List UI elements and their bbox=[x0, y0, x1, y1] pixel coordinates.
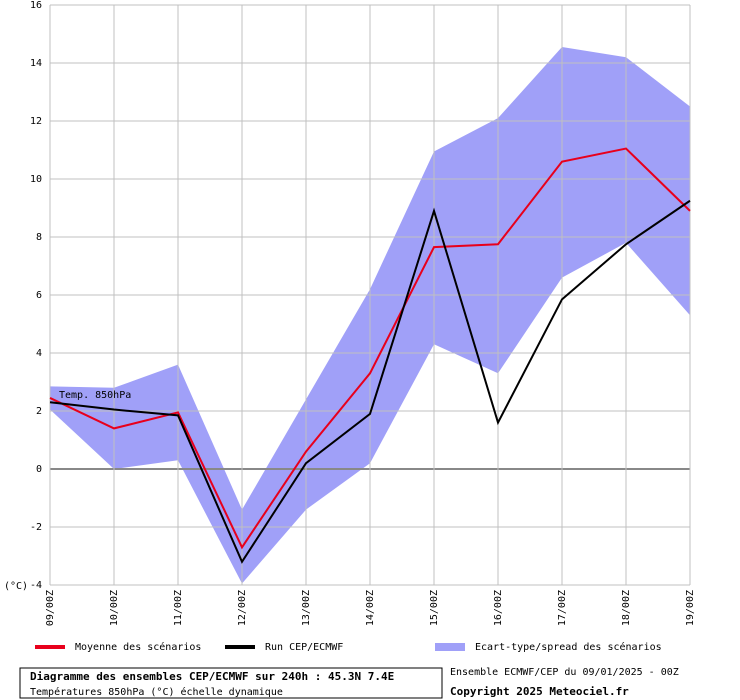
y-axis-label: (°C) bbox=[4, 581, 28, 592]
y-tick-label: 4 bbox=[36, 348, 42, 359]
x-tick-label: 10/00Z bbox=[109, 590, 120, 626]
annotation: Temp. 850hPa bbox=[59, 390, 131, 401]
y-tick-label: -2 bbox=[30, 522, 42, 533]
x-tick-label: 12/00Z bbox=[237, 590, 248, 626]
x-tick-label: 09/00Z bbox=[45, 590, 56, 626]
series-line bbox=[49, 199, 691, 564]
legend-label: Ecart-type/spread des scénarios bbox=[475, 641, 662, 653]
y-tick-label: 0 bbox=[36, 464, 42, 475]
plot-area bbox=[49, 4, 691, 586]
y-tick-label: 10 bbox=[30, 174, 42, 185]
footer-subtitle: Températures 850hPa (°C) échelle dynamiq… bbox=[30, 686, 283, 698]
y-tick-label: 6 bbox=[36, 290, 42, 301]
footer-title: Diagramme des ensembles CEP/ECMWF sur 24… bbox=[30, 670, 394, 683]
legend-label: Moyenne des scénarios bbox=[75, 641, 201, 653]
footer-run: Ensemble ECMWF/CEP du 09/01/2025 - 00Z bbox=[450, 667, 679, 678]
x-tick-label: 14/00Z bbox=[365, 590, 376, 626]
y-tick-label: 16 bbox=[30, 0, 42, 11]
legend-label: Run CEP/ECMWF bbox=[265, 642, 343, 653]
x-tick-label: 13/00Z bbox=[301, 590, 312, 626]
footer-copyright: Copyright 2025 Meteociel.fr bbox=[450, 685, 629, 698]
y-tick-label: -4 bbox=[30, 580, 42, 591]
x-tick-label: 18/00Z bbox=[621, 590, 632, 626]
x-tick-label: 16/00Z bbox=[493, 590, 504, 626]
x-tick-label: 11/00Z bbox=[173, 590, 184, 626]
x-tick-label: 19/00Z bbox=[685, 590, 696, 626]
footer-box bbox=[19, 667, 443, 699]
y-tick-label: 8 bbox=[36, 232, 42, 243]
y-tick-label: 14 bbox=[30, 58, 42, 69]
series-line bbox=[49, 147, 691, 550]
x-tick-label: 15/00Z bbox=[429, 590, 440, 626]
y-tick-label: 2 bbox=[36, 406, 42, 417]
y-tick-label: 12 bbox=[30, 116, 42, 127]
x-tick-label: 17/00Z bbox=[557, 590, 568, 626]
